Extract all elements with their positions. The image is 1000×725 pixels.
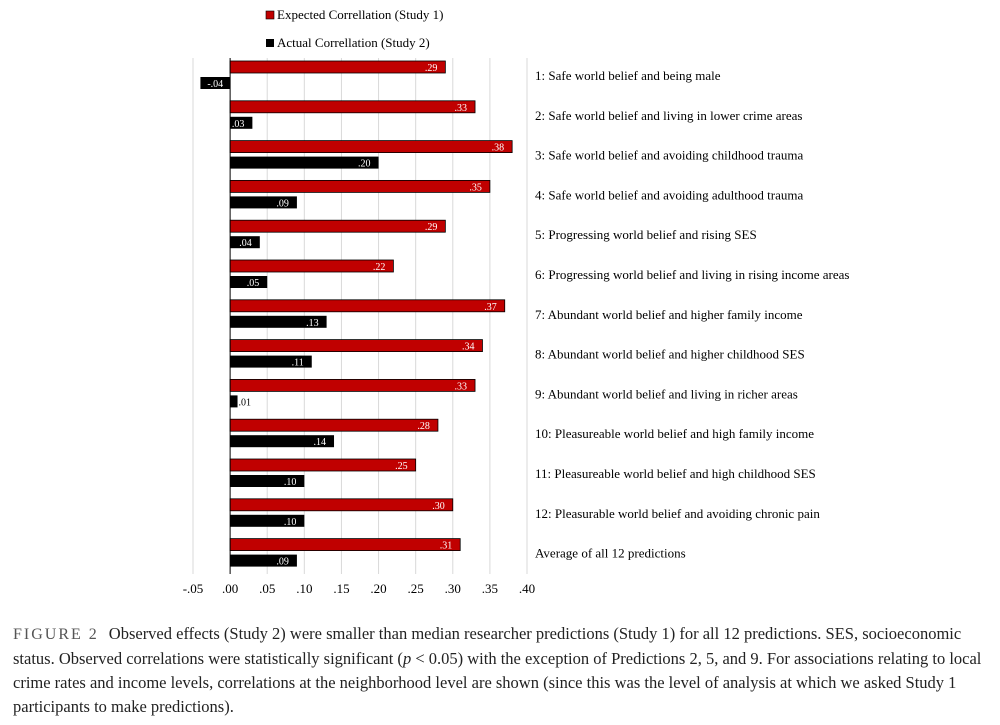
caption-p-symbol: p xyxy=(402,649,412,668)
category-label: 9: Abundant world belief and living in r… xyxy=(535,386,798,401)
bar-actual xyxy=(230,435,335,448)
bar-actual xyxy=(230,475,305,487)
bar-actual xyxy=(230,156,379,169)
legend-swatch-expected xyxy=(265,10,275,20)
bar-expected xyxy=(229,418,439,432)
category-label: 8: Abundant world belief and higher chil… xyxy=(535,347,805,362)
bar-expected xyxy=(229,100,476,114)
x-axis-ticks: -.05 .00 .05 .10 .15 .20 .25 .30 .35 .40 xyxy=(183,581,535,596)
bar-label-actual: .09 xyxy=(276,198,289,209)
bar-label-actual: .04 xyxy=(239,238,252,249)
bar-label-actual: .10 xyxy=(284,477,297,488)
caption-text-2: < 0.05) with the exception of Prediction… xyxy=(13,649,982,716)
x-tick-label: .15 xyxy=(333,581,349,596)
bar-label-expected: .37 xyxy=(484,302,497,313)
figure-caption: FIGURE 2 Observed effects (Study 2) were … xyxy=(13,622,988,719)
bar-actual xyxy=(230,395,238,408)
bar-label-actual: .05 xyxy=(247,278,260,289)
bar-label-actual: .10 xyxy=(284,517,297,528)
figure-label: FIGURE 2 xyxy=(13,626,99,643)
bar-expected xyxy=(229,498,454,512)
legend-label-expected: Expected Correllation (Study 1) xyxy=(277,7,443,22)
bar-expected xyxy=(229,140,513,154)
category-label: 12: Pleasurable world belief and avoidin… xyxy=(535,506,820,521)
x-tick-label: -.05 xyxy=(183,581,204,596)
bar-label-expected: .38 xyxy=(492,143,505,154)
bar-expected xyxy=(229,219,446,233)
bar-expected xyxy=(229,60,446,74)
bar-actual xyxy=(230,514,305,527)
category-label: 4: Safe world belief and avoiding adulth… xyxy=(535,187,803,202)
bar-label-actual: .20 xyxy=(358,159,371,170)
category-label: 10: Pleasureable world belief and high f… xyxy=(535,426,814,441)
x-tick-label: .40 xyxy=(519,581,535,596)
category-label: Average of all 12 predictions xyxy=(535,546,686,561)
bar-label-expected: .29 xyxy=(425,222,438,233)
bar-label-actual: .01 xyxy=(239,397,252,408)
bar-actual xyxy=(230,355,312,368)
bar-actual xyxy=(230,554,297,567)
bar-label-actual: .11 xyxy=(292,358,304,369)
bar-label-actual: .13 xyxy=(306,318,319,329)
x-tick-label: .20 xyxy=(370,581,386,596)
legend-swatch-actual xyxy=(266,39,274,47)
x-tick-label: .30 xyxy=(445,581,461,596)
legend: Expected Correllation (Study 1) Actual C… xyxy=(265,7,443,50)
bar-actual xyxy=(230,196,297,209)
category-label: 11: Pleasureable world belief and high c… xyxy=(535,466,816,481)
bars: .29 -.04 .33 .03 .38 .20 .35 .09 .29 .04 .22 .05 .37… xyxy=(200,60,513,568)
caption-text-1: Observed effects (Study 2) were smaller … xyxy=(13,624,962,668)
x-tick-label: .25 xyxy=(408,581,424,596)
bar-label-expected: .35 xyxy=(469,182,482,193)
x-tick-label: .05 xyxy=(259,581,275,596)
bar-expected xyxy=(229,299,506,313)
bar-label-expected: .28 xyxy=(417,421,430,432)
category-label: 1: Safe world belief and being male xyxy=(535,68,721,83)
x-tick-label: .35 xyxy=(482,581,498,596)
bar-actual xyxy=(230,276,268,288)
bar-label-actual: -.04 xyxy=(207,79,223,90)
category-label: 3: Safe world belief and avoiding childh… xyxy=(535,148,803,163)
bar-actual xyxy=(230,236,260,249)
bar-expected xyxy=(229,458,417,472)
bar-label-actual: .03 xyxy=(232,119,245,130)
bar-expected xyxy=(229,339,483,353)
bar-actual xyxy=(230,315,327,328)
bar-label-expected: .29 xyxy=(425,63,438,74)
bar-label-expected: .25 xyxy=(395,461,408,472)
bar-label-expected: .34 xyxy=(462,342,475,353)
bar-expected xyxy=(229,259,394,273)
category-label: 6: Progressing world belief and living i… xyxy=(535,267,849,282)
bar-actual xyxy=(230,116,253,129)
bar-label-actual: .09 xyxy=(276,557,289,568)
category-label: 7: Abundant world belief and higher fami… xyxy=(535,307,803,322)
bar-expected xyxy=(229,538,461,551)
bar-label-actual: .14 xyxy=(314,437,327,448)
legend-label-actual: Actual Correllation (Study 2) xyxy=(277,35,430,50)
x-tick-label: .10 xyxy=(296,581,312,596)
bar-label-expected: .33 xyxy=(455,103,468,114)
bar-chart: Expected Correllation (Study 1) Actual C… xyxy=(183,7,850,596)
bar-expected xyxy=(229,179,491,193)
bar-label-expected: .30 xyxy=(432,501,445,512)
x-tick-label: .00 xyxy=(222,581,238,596)
category-label: 2: Safe world belief and living in lower… xyxy=(535,108,803,123)
bar-label-expected: .33 xyxy=(455,381,468,392)
bar-actual xyxy=(200,77,231,89)
category-labels: 1: Safe world belief and being male 2: Sa… xyxy=(535,68,849,561)
category-label: 5: Progressing world belief and rising S… xyxy=(535,227,757,242)
bar-expected xyxy=(229,378,476,392)
bar-label-expected: .31 xyxy=(440,541,453,552)
bar-label-expected: .22 xyxy=(373,262,386,273)
